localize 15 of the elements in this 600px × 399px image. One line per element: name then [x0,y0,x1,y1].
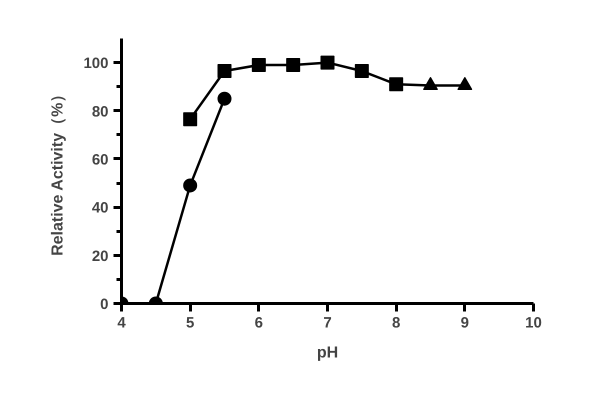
x-tick-label: 6 [254,314,264,332]
y-tick-label: 80 [92,103,109,120]
x-tick-label: 7 [323,314,332,332]
x-tick-label: 8 [392,314,400,332]
y-tick-label: 20 [92,248,109,265]
x-axis-title: pH [316,344,338,362]
y-tick-label: 60 [92,151,109,168]
x-tick-label: 9 [460,314,470,332]
y-axis-title: Relative Activity（%） [49,86,66,256]
x-tick-label: 4 [117,314,126,332]
y-tick-label: 100 [83,55,109,72]
y-tick-label: 0 [100,296,108,313]
x-tick-label: 5 [186,314,194,332]
y-tick-label: 40 [92,200,109,217]
x-tick-label: 10 [525,314,542,332]
